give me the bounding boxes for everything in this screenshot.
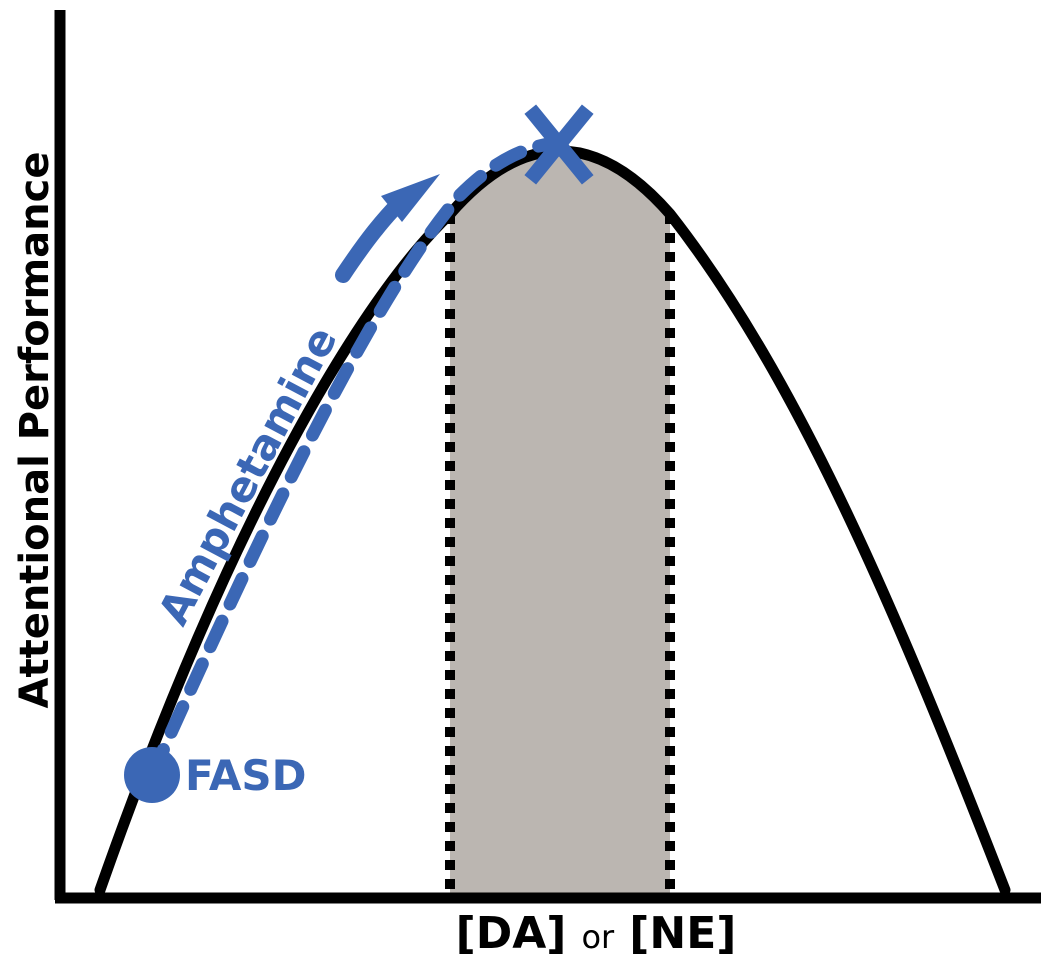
x-axis-label: [DA] or [NE] bbox=[456, 908, 737, 958]
amphetamine-trajectory-line bbox=[145, 136, 562, 782]
y-axis-label: Attentional Performance bbox=[12, 152, 58, 709]
amphetamine-label: Amphetamine bbox=[149, 319, 347, 633]
fasd-label: FASD bbox=[185, 751, 307, 800]
x-axis-label-or: or bbox=[581, 918, 615, 956]
optimal-zone bbox=[450, 151, 670, 899]
curved-arrow-icon bbox=[335, 174, 440, 283]
x-axis-label-da: [DA] bbox=[456, 908, 567, 958]
fasd-marker-icon bbox=[124, 747, 180, 803]
optimum-x-icon bbox=[524, 104, 594, 185]
x-axis-label-ne: [NE] bbox=[629, 908, 736, 958]
